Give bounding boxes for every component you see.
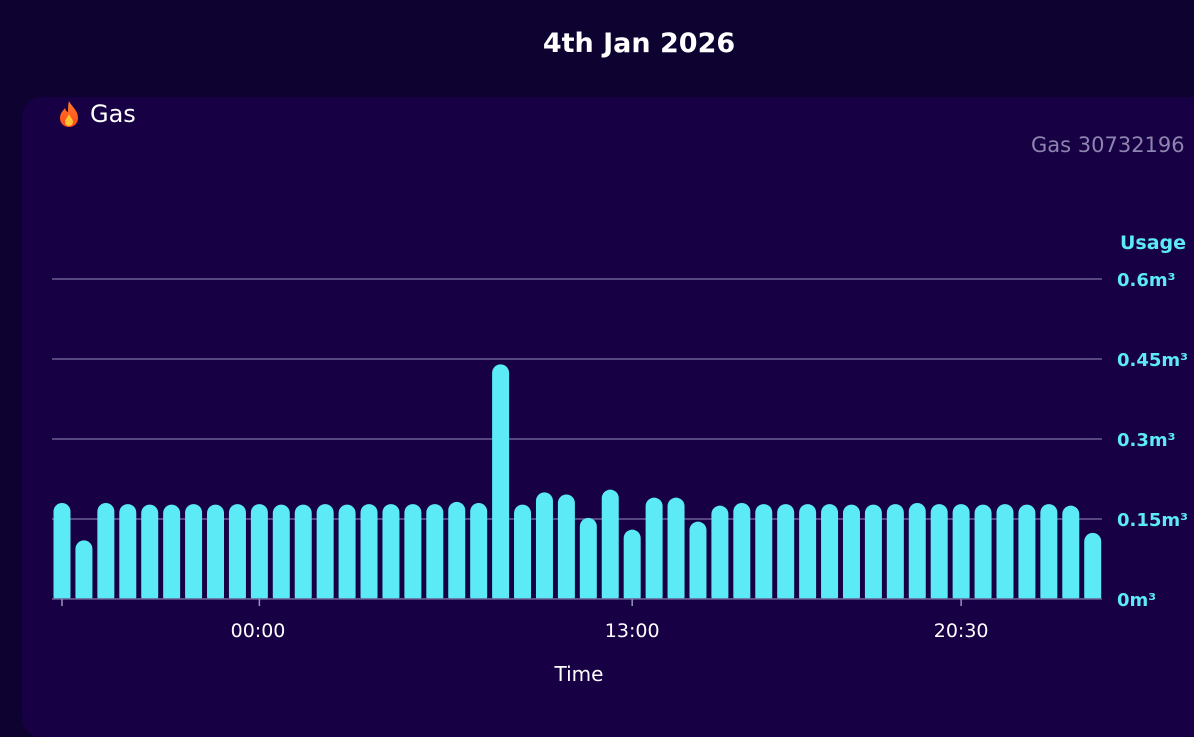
bar[interactable] [777,504,795,605]
x-tick-label: 00:00 [231,620,286,642]
bar[interactable] [864,504,882,605]
y-tick-label: 0.3m³ [1117,430,1176,451]
bar[interactable] [557,494,575,605]
bar[interactable] [908,503,926,605]
y-tick-label: 0m³ [1117,590,1156,611]
bar[interactable] [601,489,619,605]
bar[interactable] [886,504,904,605]
bar[interactable] [426,504,444,605]
bar[interactable] [799,504,817,605]
bar[interactable] [404,504,422,605]
gas-usage-chart: 0m³ 0.15m³ 0.3m³ 0.45m³ 0.6m³ 00:00 13:00 20:30… [40,232,1189,686]
bar[interactable] [645,497,663,605]
x-tick-label: 20:30 [934,620,989,642]
bar[interactable] [228,504,246,605]
bar[interactable] [141,504,159,605]
bar[interactable] [623,529,641,605]
bar[interactable] [974,504,992,605]
y-tick-label: 0.45m³ [1117,350,1188,371]
bar[interactable] [448,501,466,605]
bar[interactable] [535,492,553,605]
bar[interactable] [97,503,115,605]
bar[interactable] [185,504,203,605]
bar[interactable] [996,504,1014,605]
flame-icon [60,101,78,127]
bar[interactable] [952,504,970,605]
panel-title: Gas [58,100,136,128]
bar[interactable] [360,504,378,605]
bar[interactable] [75,540,93,605]
x-tick-label: 13:00 [605,620,660,642]
bar[interactable] [821,504,839,605]
bar[interactable] [338,504,356,605]
bar[interactable] [382,504,400,605]
bar[interactable] [667,497,685,605]
y-tick-label: 0.6m³ [1117,270,1176,291]
panel-title-text: Gas [90,100,136,128]
page-title: 4th Jan 2026 [542,28,736,59]
bar[interactable] [514,504,532,605]
bar[interactable] [755,504,773,605]
bars [40,364,1120,607]
bar[interactable] [272,504,290,605]
gas-chart-card [22,97,1194,737]
axes: 0m³ 0.15m³ 0.3m³ 0.45m³ 0.6m³ 00:00 13:00 20:30 [52,270,1188,642]
bar[interactable] [579,517,597,605]
bar[interactable] [53,503,71,605]
bar[interactable] [119,504,137,605]
x-axis-label: Time [554,662,604,686]
bar[interactable] [316,504,334,605]
bar[interactable] [207,504,225,605]
bar[interactable] [492,364,510,605]
bar[interactable] [1040,504,1058,605]
bar[interactable] [689,521,707,605]
bar[interactable] [711,505,729,605]
bar[interactable] [163,504,181,605]
bar[interactable] [250,504,268,605]
bar[interactable] [842,504,860,605]
bar[interactable] [1062,505,1080,605]
meter-label: Gas 30732196 [1031,133,1185,157]
baseline-mask [40,599,1120,607]
bar[interactable] [1018,504,1036,605]
y-axis-label: Usage [1120,232,1186,254]
bar[interactable] [294,504,312,605]
bar[interactable] [470,503,488,605]
bar[interactable] [1084,532,1102,605]
bar[interactable] [930,504,948,605]
y-tick-label: 0.15m³ [1117,510,1188,531]
bar[interactable] [733,503,751,605]
